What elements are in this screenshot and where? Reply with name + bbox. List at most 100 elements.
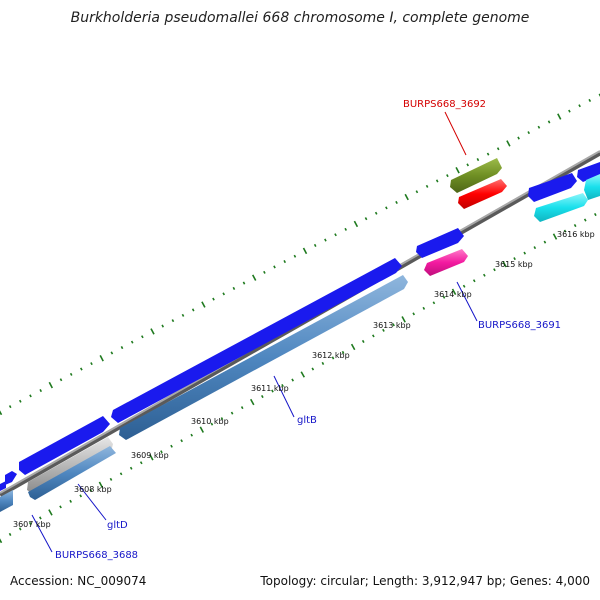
outer-tick xyxy=(251,274,257,281)
gene-forward-2[interactable] xyxy=(5,471,17,485)
outer-tick xyxy=(446,174,449,178)
outer-tick xyxy=(191,308,195,312)
inner-tick xyxy=(300,371,305,378)
gene-label-BURPS668_3691[interactable]: BURPS668_3691 xyxy=(478,320,561,331)
inner-tick xyxy=(170,444,173,448)
inner-tick xyxy=(493,268,496,272)
inner-tick xyxy=(190,433,194,437)
inner-tick xyxy=(432,301,436,305)
gene-reverse-cyan-1[interactable] xyxy=(534,193,588,222)
outer-gc-ticks xyxy=(0,93,600,416)
scale-label: 3614 kbp xyxy=(434,290,472,299)
inner-tick xyxy=(533,246,537,250)
outer-tick xyxy=(527,131,531,135)
gene-label-BURPS668_3692[interactable]: BURPS668_3692 xyxy=(403,99,486,110)
inner-tick xyxy=(139,461,143,465)
inner-tick xyxy=(0,538,3,544)
outer-tick xyxy=(242,281,246,285)
inner-tick xyxy=(89,488,93,492)
outer-tick xyxy=(506,140,511,147)
inner-tick xyxy=(552,233,558,240)
inner-tick xyxy=(39,516,42,520)
inner-tick xyxy=(513,257,516,261)
outer-tick xyxy=(313,243,317,247)
gene-forward-5[interactable] xyxy=(528,173,577,202)
inner-gc-ticks xyxy=(0,213,597,544)
gene-label-BURPS668_3688[interactable]: BURPS668_3688 xyxy=(55,550,138,561)
outer-tick xyxy=(476,158,480,162)
outer-tick xyxy=(537,125,541,129)
inner-tick xyxy=(422,306,426,310)
outer-tick xyxy=(161,324,165,328)
gene-reverse-4[interactable] xyxy=(119,275,408,440)
outer-tick xyxy=(201,301,206,308)
outer-tick xyxy=(395,200,398,204)
inner-tick xyxy=(180,439,183,443)
scale-label: 3616 kbp xyxy=(557,230,595,239)
outer-tick xyxy=(171,319,175,323)
outer-tick xyxy=(39,389,43,393)
gene-reverse-BURPS668_3691[interactable] xyxy=(424,249,468,276)
inner-tick xyxy=(483,273,486,277)
outer-tick xyxy=(374,211,378,215)
inner-tick xyxy=(18,527,22,531)
inner-tick xyxy=(594,213,597,217)
outer-tick xyxy=(69,372,73,376)
inner-tick xyxy=(361,339,365,343)
gene-reverse-1[interactable] xyxy=(0,490,13,512)
gene-reverse-3[interactable] xyxy=(28,446,116,500)
inner-tick xyxy=(160,450,163,454)
inner-tick xyxy=(281,384,284,388)
outer-tick xyxy=(353,220,359,228)
outer-tick xyxy=(293,254,297,258)
inner-tick xyxy=(149,454,154,461)
scale-label: 3615 kbp xyxy=(495,260,533,269)
scale-label: 3613 kbp xyxy=(373,321,411,330)
inner-tick xyxy=(451,288,457,295)
map-title: Burkholderia pseudomallei 668 chromosome… xyxy=(70,10,530,26)
inner-tick xyxy=(321,361,325,365)
gene-label-gltD[interactable]: gltD xyxy=(107,520,128,531)
outer-tick xyxy=(29,394,32,398)
gene-forward-3[interactable] xyxy=(19,416,110,475)
inner-tick xyxy=(442,295,446,299)
inner-tick xyxy=(583,218,587,222)
gene-forward-4[interactable] xyxy=(416,228,464,258)
inner-tick xyxy=(240,406,244,410)
leader-BURPS668_3688 xyxy=(31,514,53,553)
gene-reverse-gltD[interactable] xyxy=(27,437,113,494)
outer-tick xyxy=(150,328,155,335)
outer-tick xyxy=(120,346,124,350)
outer-tick xyxy=(110,351,114,355)
gene-reverse-cyan-2[interactable] xyxy=(584,174,600,200)
inner-tick xyxy=(341,350,345,354)
inner-tick xyxy=(462,284,466,288)
inner-tick xyxy=(199,426,205,433)
gene-forward-1[interactable] xyxy=(0,481,6,491)
outer-tick xyxy=(0,410,3,416)
inner-tick xyxy=(350,343,356,351)
outer-tick xyxy=(18,399,22,403)
outer-tick xyxy=(334,233,337,237)
inner-tick xyxy=(392,323,395,327)
inner-tick xyxy=(563,229,567,233)
inner-tick xyxy=(543,240,547,244)
outer-tick xyxy=(302,247,308,255)
outer-tick xyxy=(435,179,439,183)
gene-outer-BURPS668_3692[interactable] xyxy=(458,179,507,209)
gene-forward-gltB[interactable] xyxy=(111,258,402,423)
inner-tick xyxy=(372,334,375,338)
outer-tick xyxy=(80,367,83,371)
inner-tick xyxy=(250,398,255,406)
outer-tick xyxy=(48,381,54,389)
inner-tick xyxy=(311,367,315,371)
scale-label: 3612 kbp xyxy=(312,351,350,360)
gene-label-gltB[interactable]: gltB xyxy=(297,415,317,426)
outer-tick xyxy=(557,113,562,120)
inner-tick xyxy=(8,532,12,536)
outer-tick xyxy=(404,193,409,201)
inner-tick xyxy=(129,466,133,470)
gene-outer-olive[interactable] xyxy=(450,158,502,193)
